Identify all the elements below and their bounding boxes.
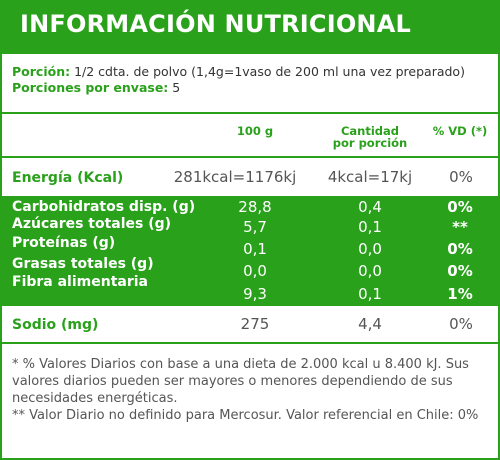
nutrient-portion: 0,4	[358, 198, 382, 216]
nutrient-per100: 28,8	[238, 198, 272, 216]
divider	[2, 156, 498, 158]
nutrient-label: Carbohidratos disp. (g)	[12, 199, 196, 215]
nutrient-vd: 0%	[447, 198, 473, 216]
footnote-line: * % Valores Diarios con base a una dieta…	[12, 357, 469, 372]
nutrient-portion: 0,0	[358, 240, 382, 258]
energy-label: Energía (Kcal)	[12, 170, 124, 186]
nutrient-vd: 0%	[447, 262, 473, 280]
energy-per100: 281kcal=1176kj	[173, 168, 297, 186]
energy-portion: 4kcal=17kj	[327, 168, 413, 186]
servings-line: Porciones por envase: 5	[12, 80, 180, 95]
nutrient-per100: 5,7	[243, 218, 267, 236]
nutrient-portion: 0,1	[358, 218, 382, 236]
nutrient-vd: 1%	[447, 285, 473, 303]
sodium-portion: 4,4	[358, 315, 382, 333]
footnote-line: valores diarios pueden ser mayores o men…	[12, 374, 453, 389]
divider	[2, 112, 498, 114]
footnote-line: ** Valor Diario no definido para Mercosu…	[12, 408, 479, 423]
divider	[2, 342, 498, 344]
footnote-line: necesidades energéticas.	[12, 391, 178, 406]
column-header-portion-line1: Cantidad	[340, 124, 400, 138]
servings-value: 5	[172, 80, 181, 95]
nutrient-portion: 0,1	[358, 285, 382, 303]
sodium-vd: 0%	[449, 315, 473, 333]
nutrients-band	[2, 196, 498, 306]
nutrient-label: Proteínas (g)	[12, 235, 116, 251]
nutrient-label: Azúcares totales (g)	[12, 216, 172, 232]
nutrient-label: Fibra alimentaria	[12, 274, 148, 290]
nutrient-vd: 0%	[447, 240, 473, 258]
sodium-label: Sodio (mg)	[12, 317, 99, 333]
column-header-portion: Cantidad por porción	[320, 125, 420, 149]
energy-vd: 0%	[449, 168, 473, 186]
portion-value: 1/2 cdta. de polvo (1,4g=1vaso de 200 ml…	[74, 64, 465, 79]
servings-label: Porciones por envase:	[12, 80, 169, 95]
portion-label: Porción:	[12, 64, 71, 79]
title-bar: INFORMACIÓN NUTRICIONAL	[0, 0, 500, 54]
nutrient-per100: 9,3	[243, 285, 267, 303]
column-header-100g: 100 g	[236, 124, 274, 138]
column-header-vd: % VD (*)	[432, 124, 488, 138]
footnotes: * % Valores Diarios con base a una dieta…	[12, 356, 498, 424]
panel-title: INFORMACIÓN NUTRICIONAL	[20, 10, 411, 38]
portion-line: Porción: 1/2 cdta. de polvo (1,4g=1vaso …	[12, 64, 465, 79]
column-header-portion-line2: por porción	[332, 136, 408, 150]
nutrient-per100: 0,0	[243, 262, 267, 280]
nutrient-per100: 0,1	[243, 240, 267, 258]
nutrient-label: Grasas totales (g)	[12, 256, 154, 272]
nutrient-portion: 0,0	[358, 262, 382, 280]
sodium-per100: 275	[240, 315, 270, 333]
nutrient-vd: **	[452, 218, 468, 236]
